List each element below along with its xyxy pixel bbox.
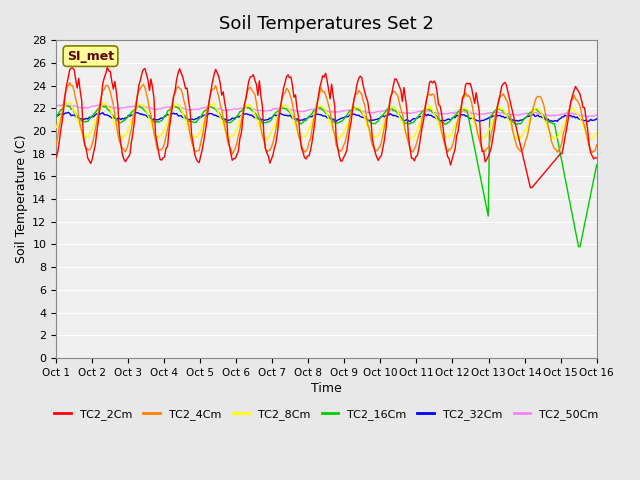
Line: TC2_2Cm: TC2_2Cm [56,67,596,188]
TC2_50Cm [582,114,590,120]
TC2_2Cm [527,185,534,191]
TC2_4Cm [52,141,60,146]
TC2_50Cm [215,106,223,112]
TC2_8Cm [566,109,573,115]
TC2_50Cm [233,106,241,112]
TC2_32Cm [290,116,298,122]
TC2_16Cm [135,103,143,108]
Line: TC2_16Cm: TC2_16Cm [56,106,596,247]
TC2_4Cm [120,146,128,152]
TC2_8Cm [263,138,271,144]
Text: SI_met: SI_met [67,49,114,63]
TC2_50Cm [593,112,600,118]
TC2_16Cm [564,190,572,196]
TC2_32Cm [52,114,60,120]
TC2_50Cm [120,105,128,110]
TC2_2Cm [242,96,250,102]
TC2_32Cm [233,114,241,120]
TC2_4Cm [66,80,74,85]
TC2_32Cm [242,111,250,117]
TC2_16Cm [215,109,223,115]
TC2_16Cm [52,113,60,119]
Line: TC2_32Cm: TC2_32Cm [56,112,596,121]
TC2_8Cm [120,132,128,138]
TC2_8Cm [242,105,250,110]
TC2_2Cm [215,73,223,79]
Line: TC2_8Cm: TC2_8Cm [56,102,596,141]
TC2_50Cm [290,108,298,113]
TC2_32Cm [120,116,128,122]
TC2_2Cm [52,155,60,160]
X-axis label: Time: Time [311,382,342,395]
TC2_16Cm [242,104,250,109]
TC2_32Cm [215,114,223,120]
Line: TC2_4Cm: TC2_4Cm [56,83,596,154]
TC2_4Cm [593,142,600,148]
TC2_32Cm [593,116,600,122]
TC2_4Cm [566,106,573,112]
TC2_2Cm [290,95,298,100]
TC2_2Cm [233,152,241,157]
TC2_4Cm [292,118,300,124]
TC2_8Cm [52,124,60,130]
TC2_2Cm [593,155,600,161]
TC2_32Cm [566,113,573,119]
Legend: TC2_2Cm, TC2_4Cm, TC2_8Cm, TC2_16Cm, TC2_32Cm, TC2_50Cm: TC2_2Cm, TC2_4Cm, TC2_8Cm, TC2_16Cm, TC2… [50,405,603,425]
TC2_16Cm [118,119,126,124]
TC2_8Cm [233,127,241,132]
TC2_50Cm [242,105,250,110]
TC2_16Cm [233,113,241,119]
TC2_8Cm [292,123,300,129]
TC2_4Cm [234,133,242,139]
TC2_16Cm [575,244,582,250]
TC2_4Cm [228,151,236,157]
TC2_50Cm [564,110,572,116]
TC2_16Cm [290,114,298,120]
TC2_32Cm [65,109,72,115]
TC2_16Cm [593,162,600,168]
TC2_50Cm [60,102,67,108]
TC2_2Cm [566,107,573,112]
TC2_4Cm [215,94,223,99]
Y-axis label: Soil Temperature (C): Soil Temperature (C) [15,135,28,264]
Line: TC2_50Cm: TC2_50Cm [56,105,596,117]
TC2_32Cm [549,119,557,124]
TC2_2Cm [104,64,111,70]
TC2_8Cm [66,99,74,105]
TC2_2Cm [120,156,128,162]
TC2_50Cm [52,103,60,109]
Title: Soil Temperatures Set 2: Soil Temperatures Set 2 [219,15,434,33]
TC2_8Cm [215,110,223,116]
TC2_8Cm [593,130,600,136]
TC2_4Cm [243,89,251,95]
